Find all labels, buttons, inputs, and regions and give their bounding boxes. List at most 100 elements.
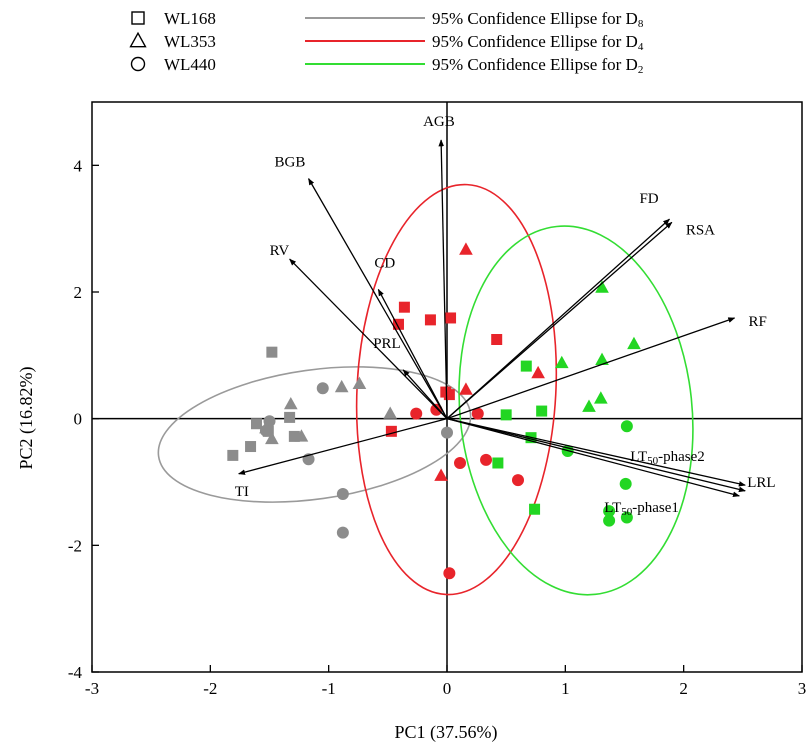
data-point [336,488,349,501]
plot-area: -3 -2 -1 0 1 2 3 -4 -2 0 2 4 AGB BGB RV CD PRL TI FD RSA RF L… [68,101,807,698]
x-tick-label: 2 [679,679,688,698]
loading-label: PRL [373,336,401,352]
y-tick-label: 0 [74,410,83,429]
x-tick-label: 0 [443,679,452,698]
data-point [383,406,398,419]
loading-vector [238,418,448,475]
data-point [334,379,349,393]
confidence-ellipse-d8 [157,366,472,503]
legend-label: 95% Confidence Ellipse for D2 [432,55,643,76]
data-point [459,242,473,255]
data-point [430,403,443,416]
data-point [445,312,457,324]
legend-label: WL168 [164,9,216,28]
y-tick-label: 4 [74,156,83,175]
loading-label: RV [270,243,290,259]
data-point [336,526,349,539]
data-point [491,334,503,345]
loading-vector [438,139,448,419]
legend-label: 95% Confidence Ellipse for D8 [432,9,644,30]
data-point [594,391,608,404]
loading-vector [446,418,746,487]
data-point [284,411,296,423]
data-point [392,318,404,330]
data-point [283,396,298,410]
loading-vector [446,218,670,420]
loading-vector [446,317,736,420]
data-point [529,503,541,515]
legend-label: WL440 [164,55,216,74]
data-point [294,429,309,442]
data-point [398,301,410,313]
data-point [266,346,278,358]
legend-marker-triangle [129,31,147,48]
x-tick-label: -3 [85,679,99,698]
y-axis-label: PC2 (16.82%) [16,366,37,469]
loading-label: LRL [747,475,775,491]
data-point [250,418,262,430]
confidence-ellipse-d4 [355,183,558,596]
x-tick-label: -2 [203,679,217,698]
data-point [459,382,473,395]
data-point [492,457,504,469]
y-tick-label: 2 [74,283,83,302]
data-point [582,399,596,412]
loading-label: CD [374,255,395,271]
loading-vector [377,288,448,419]
loading-vector [446,418,740,498]
data-point [385,425,397,437]
data-point [620,420,633,433]
data-point [554,355,569,369]
loading-vector [446,418,746,493]
data-point [443,567,456,580]
data-point [603,514,616,527]
data-point [316,382,329,395]
y-tick-label: -4 [68,663,83,682]
loading-vector [446,221,673,420]
loading-label: AGB [423,114,455,130]
loading-label: TI [235,484,249,500]
data-point [441,426,453,439]
loading-vector [289,258,448,420]
loading-label: RSA [686,222,715,238]
data-point [627,336,641,350]
loading-vector [402,369,448,420]
data-point [227,449,239,461]
data-point [520,360,532,372]
data-point [443,389,455,401]
legend-marker-circle [130,56,146,72]
data-point [500,409,512,421]
x-tick-label: 3 [798,679,807,698]
x-tick-label: 1 [561,679,570,698]
legend: WL168 WL353 WL440 95% Confidence Ellipse fo… [129,9,644,76]
data-point [619,477,632,490]
data-point [531,365,545,379]
loading-label: LT50-phase1 [604,500,679,518]
data-point [424,314,436,326]
loading-label: BGB [275,155,306,171]
data-point [595,352,609,365]
data-point [595,280,609,293]
data-point [480,453,493,466]
data-point [352,376,367,390]
x-axis-label: PC1 (37.56%) [395,722,498,743]
data-point [603,505,616,518]
data-point [512,474,524,487]
loading-vector [307,178,448,419]
loading-label: RF [749,314,767,330]
y-tick-label: -2 [68,536,82,555]
data-point [620,511,633,524]
data-point [410,407,423,420]
x-tick-label: -1 [322,679,336,698]
data-point [265,431,279,445]
loading-label: FD [639,191,658,207]
data-point [259,424,272,437]
data-point [434,468,448,481]
data-point [245,441,257,453]
legend-marker-square [131,11,145,25]
data-point [536,405,548,417]
data-point [454,457,467,469]
data-point [288,430,300,442]
loading-label: LT50-phase2 [630,449,705,467]
